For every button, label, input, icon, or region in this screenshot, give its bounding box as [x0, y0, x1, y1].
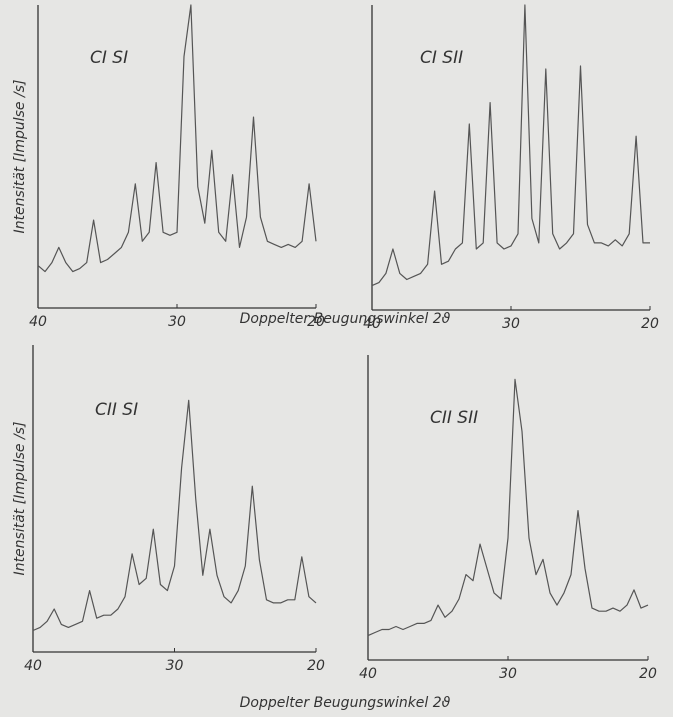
x-tick-label: 30	[499, 666, 517, 682]
diffraction-line	[32, 399, 317, 632]
diffraction-line	[37, 4, 317, 273]
panel-title: CII SI	[95, 400, 138, 420]
x-axis-label: Doppelter Beugungswinkel 2ϑ	[240, 311, 451, 327]
diffraction-line	[367, 378, 649, 637]
y-axis-label: Intensität [Impulse /s]	[12, 80, 28, 234]
x-tick-label: 40	[29, 314, 47, 330]
x-tick-label: 30	[168, 314, 186, 330]
x-tick-label: 20	[639, 666, 657, 682]
x-tick-label: 40	[359, 666, 377, 682]
diffraction-line	[371, 4, 650, 287]
x-tick-label: 30	[166, 658, 184, 674]
x-tick-label: 30	[502, 316, 520, 332]
panel-title: CI SII	[420, 48, 463, 68]
x-axis-label: Doppelter Beugungswinkel 2ϑ	[240, 695, 451, 711]
y-axis-label: Intensität [Impulse /s]	[12, 422, 28, 576]
x-tick-label: 40	[24, 658, 42, 674]
panel-title: CII SII	[430, 408, 478, 428]
x-tick-label: 20	[307, 314, 325, 330]
panel-title: CI SI	[90, 48, 128, 68]
x-tick-label: 20	[641, 316, 659, 332]
x-tick-label: 20	[307, 658, 325, 674]
x-tick-label: 40	[363, 316, 381, 332]
